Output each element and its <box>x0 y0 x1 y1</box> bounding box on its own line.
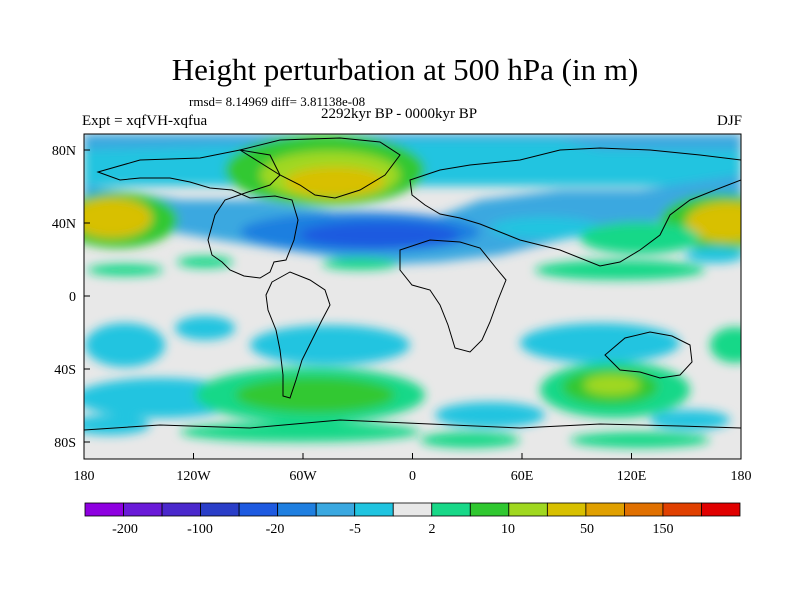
experiment-label: Expt = xqfVH-xqfua <box>82 113 208 129</box>
y-tick-label: 40N <box>52 217 76 232</box>
contour-region <box>300 222 460 248</box>
contour-region <box>420 432 520 448</box>
contour-field <box>84 134 741 459</box>
colorbar-swatch <box>662 502 702 517</box>
colorbar-swatch <box>469 502 510 517</box>
season-label: DJF <box>716 113 742 129</box>
contour-region <box>250 325 410 365</box>
antarctica-outline <box>84 419 741 431</box>
contour-region <box>584 375 640 395</box>
colorbar-swatch <box>84 502 124 517</box>
colorbar-swatch <box>315 502 356 517</box>
contour-region <box>520 323 680 363</box>
contour-region <box>686 202 741 242</box>
x-tick-label: 180 <box>731 469 752 484</box>
colorbar-label: -5 <box>349 522 361 537</box>
map-title: Height perturbation at 500 hPa (in m) <box>171 52 639 87</box>
colorbar-swatch <box>123 502 163 517</box>
contour-region <box>580 222 700 254</box>
contour-region <box>84 198 152 238</box>
colorbar-label: -100 <box>187 522 213 537</box>
contour-region <box>177 256 233 268</box>
colorbar-swatch <box>546 502 587 517</box>
x-tick-labels: 180 120W 60W 0 60E 120E 180 <box>74 469 752 484</box>
coastlines <box>84 137 741 431</box>
colorbar-label: 10 <box>501 522 515 537</box>
contour-region <box>490 217 600 239</box>
colorbar-swatch <box>277 502 317 517</box>
colorbar-swatch <box>354 502 394 517</box>
contour-region <box>570 432 710 448</box>
contour-region <box>435 402 545 428</box>
greenland-outline <box>238 137 401 199</box>
y-tick-label: 0 <box>69 290 76 305</box>
australia-outline <box>604 331 693 379</box>
contour-region <box>535 260 705 280</box>
colorbar-swatch <box>392 502 433 517</box>
x-tick-label: 60W <box>289 469 317 484</box>
colorbar-swatch <box>585 502 625 517</box>
contour-region <box>685 247 741 263</box>
y-tick-label: 40S <box>54 363 76 378</box>
contour-region <box>175 316 235 340</box>
colorbar-label: 2 <box>429 522 436 537</box>
y-tick-label: 80N <box>52 144 76 159</box>
colorbar-label: -200 <box>112 522 138 537</box>
colorbar-swatch <box>508 502 548 517</box>
colorbar <box>84 502 741 517</box>
stats-text: rmsd= 8.14969 diff= 3.81138e-08 <box>189 94 366 109</box>
eurasia-outline <box>409 147 741 267</box>
colorbar-label: 150 <box>653 522 674 537</box>
south-america-outline <box>265 271 331 399</box>
colorbar-swatch <box>161 502 201 517</box>
contour-region <box>85 323 165 367</box>
y-ticks <box>84 149 90 443</box>
contour-region <box>710 327 741 363</box>
contour-region <box>180 422 420 442</box>
x-ticks <box>83 453 742 459</box>
period-text: 2292kyr BP - 0000kyr BP <box>321 106 478 122</box>
colorbar-label: -20 <box>266 522 285 537</box>
x-tick-label: 120E <box>617 469 647 484</box>
contour-region <box>235 377 395 413</box>
x-tick-label: 180 <box>74 469 95 484</box>
y-tick-label: 80S <box>54 436 76 451</box>
y-tick-labels: 80N 40N 0 40S 80S <box>52 144 76 451</box>
x-tick-label: 120W <box>176 469 211 484</box>
colorbar-swatch <box>200 502 240 517</box>
colorbar-label: 50 <box>580 522 594 537</box>
contour-region <box>322 258 398 270</box>
colorbar-swatch <box>624 502 664 517</box>
colorbar-swatch <box>701 502 741 517</box>
x-tick-label: 0 <box>409 469 416 484</box>
contour-region <box>650 410 730 430</box>
colorbar-labels: -200 -100 -20 -5 2 10 50 150 <box>112 522 673 537</box>
colorbar-swatch <box>431 502 471 517</box>
x-tick-label: 60E <box>511 469 534 484</box>
contour-region <box>87 264 163 276</box>
colorbar-swatch <box>238 502 279 517</box>
contour-region <box>84 415 150 435</box>
africa-outline <box>399 239 507 353</box>
contour-region <box>285 167 385 197</box>
